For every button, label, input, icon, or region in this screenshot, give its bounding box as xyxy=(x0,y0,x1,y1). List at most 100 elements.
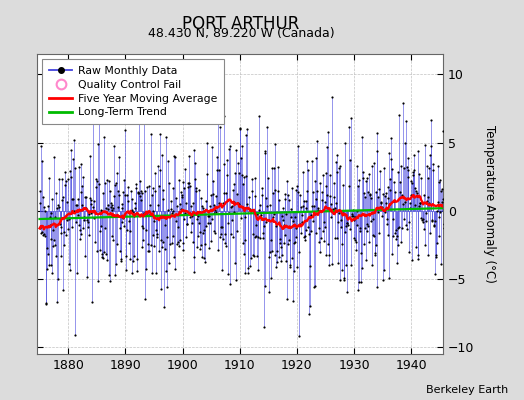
Point xyxy=(378,190,387,197)
Point xyxy=(126,228,134,234)
Point xyxy=(182,234,190,241)
Point xyxy=(130,205,139,212)
Point xyxy=(405,249,413,255)
Point xyxy=(85,210,93,217)
Point xyxy=(55,204,63,210)
Point xyxy=(332,159,340,166)
Point xyxy=(94,180,103,187)
Point xyxy=(129,208,138,215)
Point xyxy=(438,185,446,192)
Point xyxy=(396,189,405,196)
Point xyxy=(146,202,154,209)
Point xyxy=(117,256,125,262)
Point xyxy=(246,208,255,214)
Point xyxy=(96,228,104,234)
Point xyxy=(262,219,270,225)
Point xyxy=(134,189,143,196)
Point xyxy=(373,130,381,136)
Point xyxy=(407,192,416,198)
Point xyxy=(424,194,433,200)
Point xyxy=(222,190,230,196)
Point xyxy=(280,232,289,238)
Point xyxy=(133,268,141,274)
Point xyxy=(372,241,380,248)
Point xyxy=(319,172,327,178)
Point xyxy=(394,241,402,248)
Point xyxy=(414,252,422,259)
Point xyxy=(91,239,100,245)
Point xyxy=(138,244,147,250)
Point xyxy=(215,124,224,131)
Point xyxy=(325,262,334,268)
Point xyxy=(357,250,365,256)
Point xyxy=(170,254,179,260)
Point xyxy=(397,162,406,169)
Point xyxy=(169,208,177,214)
Point xyxy=(315,180,324,186)
Point xyxy=(107,202,116,208)
Point xyxy=(396,178,404,185)
Point xyxy=(36,225,44,232)
Point xyxy=(415,202,423,209)
Point xyxy=(320,219,328,226)
Point xyxy=(151,270,160,276)
Point xyxy=(247,176,256,182)
Point xyxy=(157,285,165,292)
Point xyxy=(215,200,223,206)
Point xyxy=(253,211,261,218)
Point xyxy=(104,202,112,208)
Point xyxy=(388,251,397,257)
Point xyxy=(294,333,303,340)
Point xyxy=(75,236,84,242)
Point xyxy=(158,195,167,202)
Point xyxy=(389,233,397,239)
Point xyxy=(78,231,86,237)
Point xyxy=(167,240,176,246)
Point xyxy=(151,170,160,176)
Point xyxy=(68,224,77,230)
Point xyxy=(344,222,353,228)
Point xyxy=(316,208,325,214)
Point xyxy=(299,169,307,176)
Point xyxy=(383,216,391,222)
Point xyxy=(381,200,390,206)
Point xyxy=(346,157,354,163)
Point xyxy=(406,205,414,211)
Point xyxy=(99,190,107,196)
Point xyxy=(272,248,281,254)
Point xyxy=(432,240,441,246)
Point xyxy=(115,153,123,160)
Point xyxy=(236,126,244,132)
Point xyxy=(307,212,315,218)
Point xyxy=(235,170,243,176)
Point xyxy=(346,261,355,268)
Point xyxy=(167,206,176,212)
Point xyxy=(143,184,151,191)
Point xyxy=(200,207,208,214)
Point xyxy=(213,154,221,160)
Point xyxy=(356,228,365,234)
Point xyxy=(92,184,101,190)
Point xyxy=(124,198,133,204)
Point xyxy=(41,208,49,215)
Point xyxy=(272,264,280,270)
Point xyxy=(83,224,92,230)
Point xyxy=(267,248,276,254)
Point xyxy=(341,223,350,229)
Point xyxy=(259,235,267,241)
Point xyxy=(159,187,167,194)
Point xyxy=(89,99,97,105)
Point xyxy=(423,198,431,204)
Point xyxy=(401,140,409,146)
Point xyxy=(144,248,152,255)
Point xyxy=(226,281,234,288)
Point xyxy=(194,233,202,239)
Point xyxy=(42,245,51,251)
Point xyxy=(63,198,71,205)
Point xyxy=(324,241,333,248)
Point xyxy=(268,189,277,196)
Point xyxy=(223,156,231,163)
Point xyxy=(66,266,74,273)
Point xyxy=(119,215,128,222)
Point xyxy=(175,177,183,183)
